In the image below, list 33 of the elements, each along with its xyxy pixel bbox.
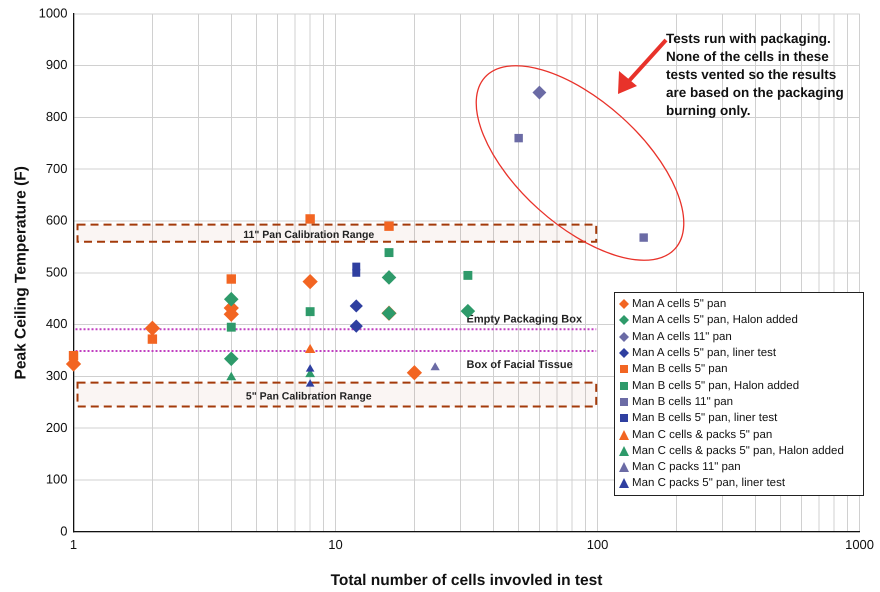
legend-label: Man B cells 5" pan — [632, 363, 728, 376]
y-tick-label: 500 — [46, 264, 68, 280]
legend-label: Man B cells 5" pan, liner test — [632, 412, 778, 424]
legend-label: Man C cells & packs 5" pan — [632, 428, 772, 441]
legend-label: Man A cells 11" pan — [632, 330, 732, 343]
ref-line-label: Box of Facial Tissue — [466, 359, 573, 372]
legend-label: Man C cells & packs 5" pan, Halon added — [632, 444, 844, 457]
x-tick-label: 1000 — [845, 537, 874, 552]
x-tick-label: 1 — [70, 537, 78, 552]
y-tick-label: 300 — [46, 368, 68, 383]
annotation: Tests run with packaging. None of the cells in these tests vented so the results are based on the packaging burning only. — [666, 30, 845, 120]
x-axis-title: Total number of cells invovled in test — [330, 572, 602, 589]
y-tick-label: 600 — [46, 212, 68, 228]
legend-label: Man B cells 5" pan, Halon added — [632, 380, 800, 392]
legend-label: Man A cells 5" pan — [632, 298, 726, 310]
y-tick-label: 1000 — [38, 5, 68, 20]
y-tick-label: 0 — [60, 523, 68, 538]
band-label: 11" Pan Calibration Range — [243, 229, 374, 242]
y-tick-label: 900 — [46, 57, 68, 72]
legend-label: Man A cells 5" pan, Halon added — [632, 314, 798, 326]
y-tick-label: 100 — [46, 472, 68, 487]
x-tick-label: 100 — [586, 537, 608, 552]
band-label: 5" Pan Calibration Range — [246, 390, 372, 402]
y-tick-label: 400 — [46, 316, 68, 332]
y-axis-title: Peak Ceiling Temperature (F) — [12, 166, 30, 380]
y-tick-label: 200 — [46, 420, 68, 435]
y-tick-label: 700 — [46, 160, 68, 176]
x-tick-label: 10 — [328, 537, 343, 552]
legend-label: Man A cells 5" pan, liner test — [632, 347, 776, 360]
legend-label: Man C packs 5" pan, liner test — [632, 477, 786, 490]
legend-label: Man C packs 11" pan — [632, 461, 741, 474]
legend-label: Man B cells 11" pan — [632, 396, 734, 408]
y-tick-label: 800 — [46, 108, 68, 124]
